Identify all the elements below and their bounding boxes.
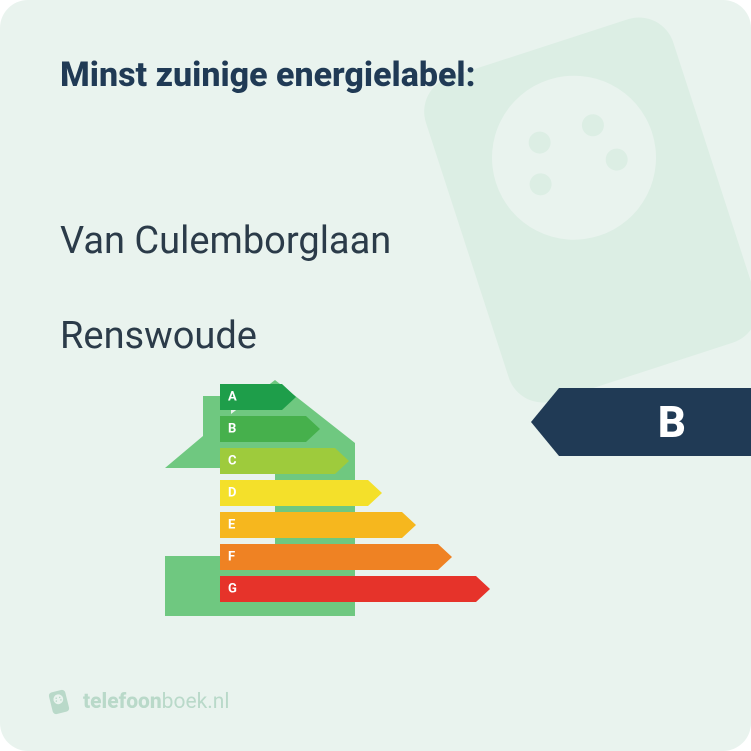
location-subtitle: Van Culemborglaan Renswoude [60, 170, 391, 360]
energy-bar-letter-c: C [228, 454, 237, 469]
title-text: Minst zuinige energielabel: [60, 55, 476, 95]
energy-bar-d: D [220, 480, 382, 506]
energy-bar-c: C [220, 448, 349, 474]
energy-bar-letter-b: B [228, 422, 236, 437]
rating-badge-letter: B [658, 396, 686, 448]
footer-brand: telefoonboek.nl [83, 690, 229, 714]
card-container: Minst zuinige energielabel: Van Culembor… [0, 0, 751, 751]
rating-badge: B [531, 388, 751, 456]
page-title: Minst zuinige energielabel: [60, 55, 476, 95]
phonebook-icon [45, 688, 73, 716]
footer-brand-light: boek.nl [162, 690, 230, 714]
energy-bar-f: F [220, 544, 452, 570]
rating-badge-shape [531, 388, 751, 456]
footer: telefoonboek.nl [45, 688, 229, 716]
energy-bar-a: A [220, 384, 296, 410]
energy-bar-letter-f: F [228, 550, 235, 565]
subtitle-line1: Van Culemborglaan [60, 219, 391, 263]
energy-bar-b: B [220, 416, 320, 442]
energy-bar-letter-g: G [228, 582, 237, 597]
energy-bar-letter-e: E [228, 518, 236, 533]
energy-bar-e: E [220, 512, 416, 538]
subtitle-line2: Renswoude [60, 314, 257, 358]
energy-bar-letter-a: A [228, 390, 237, 405]
footer-brand-strong: telefoon [83, 690, 162, 714]
energy-bar-letter-d: D [228, 486, 236, 501]
energy-bar-g: G [220, 576, 490, 602]
